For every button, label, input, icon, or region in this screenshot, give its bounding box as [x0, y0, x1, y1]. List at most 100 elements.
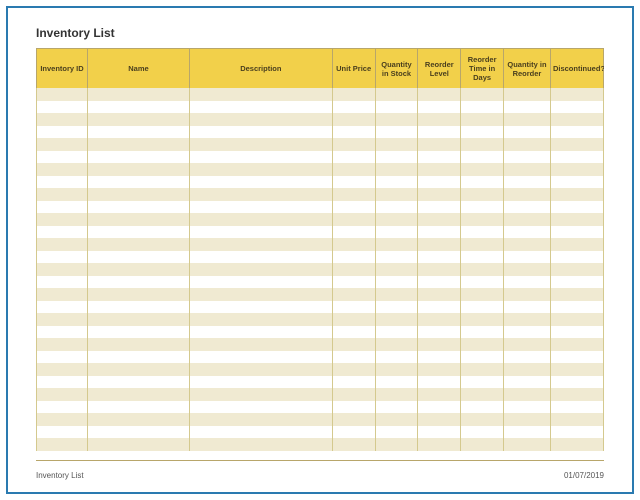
table-cell	[550, 263, 603, 276]
table-row	[37, 351, 604, 364]
table-cell	[418, 413, 461, 426]
table-cell	[332, 413, 375, 426]
table-cell	[504, 151, 551, 164]
table-cell	[87, 276, 189, 289]
table-row	[37, 388, 604, 401]
table-cell	[375, 163, 418, 176]
table-cell	[37, 201, 88, 214]
table-cell	[189, 426, 332, 439]
table-cell	[418, 313, 461, 326]
table-cell	[189, 163, 332, 176]
table-row	[37, 188, 604, 201]
table-cell	[87, 251, 189, 264]
page-title: Inventory List	[36, 26, 604, 40]
table-cell	[332, 251, 375, 264]
table-row	[37, 151, 604, 164]
table-cell	[37, 238, 88, 251]
table-cell	[189, 376, 332, 389]
table-row	[37, 101, 604, 114]
table-cell	[550, 288, 603, 301]
footer-right: 01/07/2019	[564, 471, 604, 480]
table-cell	[461, 188, 504, 201]
table-cell	[418, 88, 461, 101]
table-cell	[375, 251, 418, 264]
table-cell	[37, 426, 88, 439]
table-cell	[418, 363, 461, 376]
table-cell	[550, 438, 603, 451]
table-cell	[332, 163, 375, 176]
table-cell	[189, 251, 332, 264]
table-cell	[461, 338, 504, 351]
table-cell	[332, 101, 375, 114]
table-cell	[332, 176, 375, 189]
table-cell	[418, 401, 461, 414]
table-cell	[461, 426, 504, 439]
table-cell	[375, 288, 418, 301]
table-cell	[332, 388, 375, 401]
table-cell	[375, 113, 418, 126]
column-header: Description	[189, 49, 332, 88]
table-cell	[550, 351, 603, 364]
table-cell	[418, 163, 461, 176]
table-row	[37, 251, 604, 264]
table-cell	[461, 251, 504, 264]
table-cell	[332, 151, 375, 164]
table-cell	[332, 338, 375, 351]
table-cell	[189, 363, 332, 376]
table-cell	[37, 438, 88, 451]
table-cell	[375, 226, 418, 239]
table-row	[37, 226, 604, 239]
table-cell	[550, 213, 603, 226]
table-cell	[550, 363, 603, 376]
table-cell	[189, 226, 332, 239]
table-cell	[461, 226, 504, 239]
table-cell	[375, 238, 418, 251]
table-cell	[550, 276, 603, 289]
table-cell	[504, 363, 551, 376]
table-cell	[550, 313, 603, 326]
table-cell	[461, 326, 504, 339]
table-cell	[418, 176, 461, 189]
table-cell	[87, 263, 189, 276]
table-cell	[87, 188, 189, 201]
table-cell	[504, 438, 551, 451]
table-cell	[504, 276, 551, 289]
table-cell	[332, 188, 375, 201]
table-cell	[550, 138, 603, 151]
table-cell	[461, 438, 504, 451]
table-cell	[418, 101, 461, 114]
table-cell	[461, 176, 504, 189]
table-cell	[375, 313, 418, 326]
table-cell	[375, 376, 418, 389]
table-cell	[332, 313, 375, 326]
table-cell	[87, 363, 189, 376]
table-cell	[550, 188, 603, 201]
table-cell	[189, 401, 332, 414]
table-cell	[461, 151, 504, 164]
table-cell	[461, 376, 504, 389]
table-cell	[504, 163, 551, 176]
column-header: Quantity in Stock	[375, 49, 418, 88]
table-cell	[189, 313, 332, 326]
table-cell	[332, 88, 375, 101]
table-cell	[550, 251, 603, 264]
table-cell	[504, 138, 551, 151]
table-cell	[37, 213, 88, 226]
table-cell	[189, 263, 332, 276]
table-cell	[418, 213, 461, 226]
table-cell	[87, 301, 189, 314]
table-row	[37, 288, 604, 301]
table-cell	[550, 413, 603, 426]
table-cell	[461, 401, 504, 414]
table-cell	[375, 401, 418, 414]
table-cell	[189, 201, 332, 214]
table-cell	[550, 426, 603, 439]
table-cell	[375, 438, 418, 451]
table-cell	[87, 326, 189, 339]
table-cell	[461, 201, 504, 214]
table-cell	[87, 176, 189, 189]
table-cell	[375, 363, 418, 376]
column-header: Reorder Level	[418, 49, 461, 88]
table-cell	[375, 351, 418, 364]
table-cell	[504, 326, 551, 339]
